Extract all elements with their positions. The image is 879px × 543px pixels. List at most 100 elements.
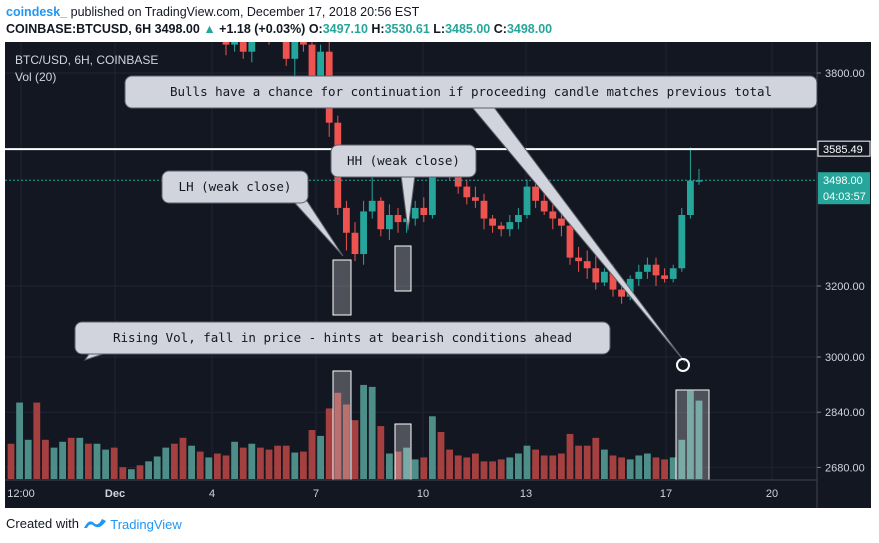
volume-bar: [472, 453, 479, 479]
volume-bar: [282, 445, 290, 479]
callout-text: LH (weak close): [179, 179, 292, 194]
x-tick-label: 20: [766, 488, 778, 500]
volume-bar: [669, 457, 677, 479]
volume-bar: [128, 469, 135, 479]
chart-header: coindesk_ published on TradingView.com, …: [6, 4, 866, 40]
published-text: published on TradingView.com, December 1…: [70, 5, 420, 19]
volume-bar: [386, 453, 393, 479]
volume-bar: [695, 400, 703, 479]
volume-bar: [188, 445, 195, 479]
highlight-box: [675, 389, 710, 481]
publish-line: coindesk_ published on TradingView.com, …: [6, 4, 866, 21]
candle-body: [515, 215, 522, 223]
x-tick-label: 13: [520, 488, 532, 500]
volume-bar: [179, 437, 187, 479]
candlestick-chart[interactable]: Bulls have a chance for continuation if …: [5, 42, 871, 508]
volume-bar: [592, 437, 600, 479]
callout-text: Rising Vol, fall in price - hints at bea…: [113, 330, 572, 345]
symbol-label: COINBASE:BTCUSD, 6H: [6, 22, 152, 36]
volume-bar: [334, 392, 342, 479]
candle-body: [317, 51, 324, 95]
close-label: C:: [493, 22, 507, 36]
low-label: L:: [433, 22, 446, 36]
volume-bar: [454, 455, 462, 479]
candle-body: [609, 271, 617, 290]
volume-bar: [343, 404, 350, 479]
candle-body: [222, 42, 230, 45]
volume-bar: [652, 457, 660, 479]
callout-box: [161, 170, 309, 204]
volume-bar: [609, 455, 617, 479]
volume-bar: [497, 459, 505, 479]
open-value: 3497.10: [322, 22, 368, 36]
volume-bar: [196, 451, 204, 479]
y-tick-label: 3000.00: [825, 352, 865, 364]
candle-body: [583, 261, 591, 269]
low-value: 3485.00: [445, 22, 491, 36]
volume-bar: [265, 449, 273, 479]
volume-bar: [153, 456, 161, 479]
volume-bar: [403, 447, 410, 479]
volume-bar: [222, 455, 230, 479]
annotation-layer: Bulls have a chance for continuation if …: [5, 75, 818, 481]
price-change: +1.18 (+0.03%): [219, 22, 306, 36]
annotation-callout: LH (weak close): [161, 170, 344, 257]
publisher-name[interactable]: coindesk_: [6, 5, 68, 19]
volume-bar: [583, 445, 591, 479]
candle-body: [601, 271, 608, 283]
volume-bar: [300, 451, 307, 479]
volume-bar: [558, 453, 565, 479]
tradingview-brand[interactable]: TradingView: [110, 517, 182, 533]
high-label: H:: [371, 22, 385, 36]
candle-body: [626, 278, 634, 297]
candle-body: [300, 42, 307, 45]
volume-bar: [549, 455, 557, 479]
candle-body: [695, 180, 703, 182]
candle-body: [239, 42, 247, 52]
candle-body: [394, 215, 402, 223]
close-value: 3498.00: [506, 22, 553, 36]
y-tick-label: 3800.00: [825, 68, 865, 80]
volume-bar: [239, 447, 247, 479]
last-price: 3498.00: [154, 22, 200, 36]
volume-bar: [644, 453, 651, 479]
created-with-text: Created with: [6, 516, 79, 531]
highlight-box: [394, 423, 412, 481]
candle-body: [532, 186, 539, 201]
y-tick-label: 2840.00: [825, 407, 865, 419]
y-tick-label: 2680.00: [825, 462, 865, 474]
volume-bar: [601, 449, 608, 479]
volume-bar: [102, 449, 109, 479]
volume-bar: [678, 439, 686, 479]
candle-body: [652, 264, 660, 276]
chart-background: [5, 42, 871, 508]
volume-bar: [162, 447, 170, 479]
annotation-callout: HH (weak close): [330, 144, 477, 231]
candle-body: [343, 207, 350, 233]
annotation-callout: Rising Vol, fall in price - hints at bea…: [74, 321, 611, 361]
candle-body: [248, 42, 256, 52]
volume-bar: [308, 430, 316, 479]
volume-bar: [7, 443, 15, 479]
volume-bar: [446, 449, 453, 479]
volume-bar: [515, 453, 522, 479]
candle-body: [592, 268, 600, 283]
chart-frame[interactable]: Bulls have a chance for continuation if …: [5, 42, 871, 508]
candle-body: [489, 218, 496, 226]
volume-bar: [145, 461, 152, 479]
volume-bar: [411, 459, 419, 479]
volume-bar: [171, 443, 178, 479]
volume-bar: [618, 457, 625, 479]
candle-body: [497, 225, 505, 230]
candle-body: [463, 186, 471, 198]
volume-bar: [24, 439, 32, 479]
volume-bar: [33, 402, 41, 479]
candle-body: [661, 275, 668, 279]
candle-body: [411, 207, 419, 219]
volume-bar: [523, 445, 531, 479]
volume-bar: [50, 447, 58, 479]
candle-body: [540, 200, 548, 212]
candle-body: [558, 218, 565, 226]
candle-body: [291, 42, 299, 59]
volume-bar: [420, 457, 428, 479]
